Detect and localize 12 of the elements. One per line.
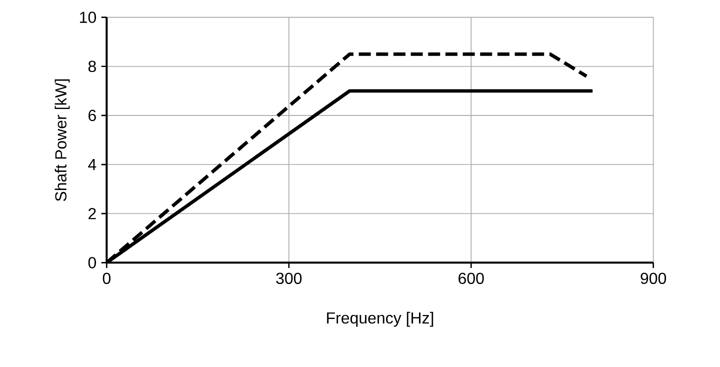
y-axis-title: Shaft Power [kW]	[54, 80, 70, 202]
y-tick-label: 2	[88, 208, 96, 220]
y-tick-label: 10	[80, 12, 96, 24]
x-tick-label: 600	[458, 272, 484, 284]
y-tick-label: 0	[88, 257, 96, 268]
x-tick-label: 900	[640, 272, 666, 284]
x-tick-label: 0	[102, 272, 111, 284]
x-axis-title: Frequency [Hz]	[327, 312, 434, 327]
y-tick-label: 8	[88, 60, 96, 72]
y-tick-label: 4	[88, 159, 96, 170]
y-tick-label: 6	[88, 110, 96, 122]
x-tick-label: 300	[276, 272, 302, 284]
